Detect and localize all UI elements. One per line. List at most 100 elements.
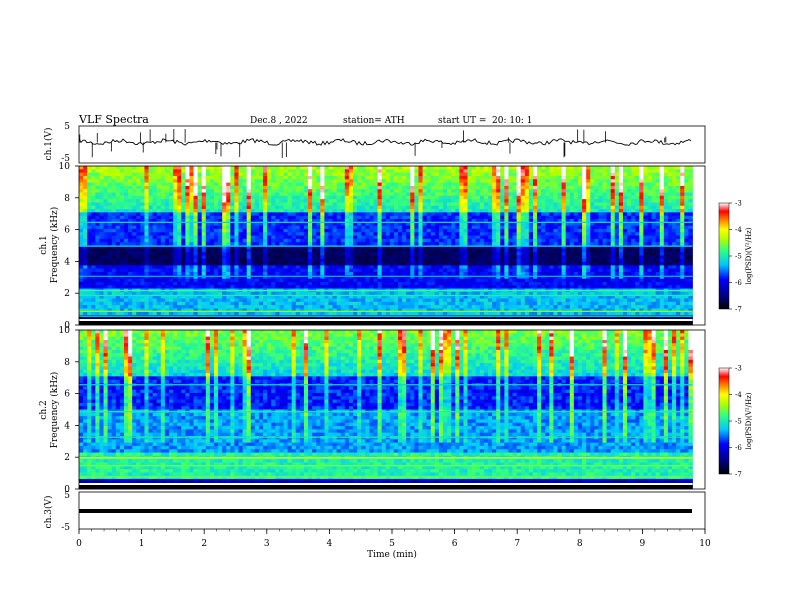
spectrogram-cell: [287, 205, 293, 210]
spectrogram-cell: [406, 232, 411, 236]
spectrogram-cell: [234, 235, 239, 240]
spectrogram-cell: [483, 242, 489, 246]
spectrogram-cell: [234, 166, 239, 170]
spectrogram-cell: [365, 258, 370, 263]
spectrogram-cell: [209, 219, 215, 223]
spectrogram-cell: [209, 255, 215, 260]
spectrogram-cell: [659, 228, 665, 233]
spectrogram-cell: [164, 258, 170, 263]
spectrogram-cell: [541, 228, 546, 233]
spectrogram-cell: [320, 195, 325, 200]
spectrogram-cell: [487, 232, 493, 236]
spectrogram-cell: [438, 219, 444, 223]
spectrogram-cell: [438, 192, 444, 197]
spectrogram-cell: [283, 225, 288, 230]
spectrogram-cell: [463, 248, 468, 253]
spectrogram-cell: [123, 219, 129, 223]
spectrogram-cell: [479, 182, 485, 187]
spectrogram-cell: [569, 199, 575, 203]
spectrogram-cell: [672, 215, 677, 220]
spectrogram-cell: [672, 179, 677, 183]
spectrogram-cell: [577, 225, 583, 230]
spectrogram-cell: [606, 202, 612, 207]
spectrogram-cell: [500, 228, 505, 233]
spectrogram-cell: [627, 268, 632, 273]
spectrogram-cell: [422, 252, 428, 256]
spectrogram-cell: [246, 195, 252, 200]
spectrogram-cell: [483, 255, 489, 260]
spectrogram-cell: [226, 225, 231, 230]
spectrogram-cell: [83, 185, 88, 190]
spectrogram-cell: [577, 252, 583, 256]
spectrogram-cell: [173, 192, 178, 197]
spectrogram-cell: [438, 202, 444, 207]
spectrogram-cell: [487, 209, 493, 213]
spectrogram-cell: [189, 182, 194, 187]
spectrogram-cell: [295, 195, 301, 200]
spectrogram-cell: [647, 199, 652, 203]
spectrogram-cell: [189, 228, 194, 233]
spectrogram-cell: [226, 189, 231, 193]
spectrogram-cell: [258, 179, 264, 183]
spectrogram-cell: [569, 195, 575, 200]
spectrogram-cell: [635, 212, 640, 217]
spectrogram-cell: [676, 232, 681, 236]
spectrogram-cell: [246, 232, 252, 236]
spectrogram-cell: [627, 179, 632, 183]
spectrogram-cell: [254, 219, 260, 223]
spectrogram-cell: [222, 235, 227, 240]
spectrogram-cell: [279, 258, 284, 263]
spectrogram-cell: [410, 262, 415, 266]
spectrogram-cell: [377, 219, 383, 223]
spectrogram-cell: [234, 245, 239, 250]
spectrogram-cell: [177, 252, 182, 256]
spectrogram-cell: [389, 169, 395, 174]
spectrogram-cell: [275, 179, 280, 183]
spectrogram-cell: [164, 265, 170, 270]
spectrogram-cell: [320, 242, 325, 246]
spectrogram-cell: [361, 205, 366, 210]
spectrogram-cell: [213, 182, 219, 187]
spectrogram-cell: [418, 232, 423, 236]
spectrogram-cell: [254, 225, 260, 230]
spectrogram-cell: [230, 248, 235, 253]
spectrogram-cell: [418, 195, 423, 200]
spectrogram-cell: [140, 166, 145, 170]
spectrogram-cell: [557, 242, 562, 246]
spectrogram-cell: [602, 219, 607, 223]
spectrogram-cell: [291, 235, 297, 240]
spectrogram-cell: [479, 262, 485, 266]
spectrogram-cell: [185, 199, 190, 203]
spectrogram-cell: [577, 212, 583, 217]
spectrogram-cell: [299, 212, 305, 217]
spectrogram-cell: [234, 172, 239, 177]
spectrogram-cell: [553, 268, 558, 273]
spectrogram-cell: [91, 205, 96, 210]
spectrogram-cell: [676, 212, 681, 217]
spectrogram-cell: [299, 169, 305, 174]
spectrogram-cell: [557, 262, 562, 266]
spectrogram-cell: [79, 272, 84, 276]
spectrogram-cell: [398, 182, 403, 187]
spectrogram-cell: [242, 189, 248, 193]
spectrogram-cell: [95, 235, 100, 240]
spectrogram-cell: [614, 242, 620, 246]
spectrogram-cell: [565, 166, 571, 170]
spectrogram-cell: [373, 265, 378, 270]
spectrogram-cell: [471, 238, 477, 243]
spectrogram-cell: [414, 225, 419, 230]
spectrogram-cell: [606, 179, 612, 183]
spectrogram-cell: [557, 222, 562, 227]
spectrogram-cell: [136, 185, 141, 190]
spectrogram-cell: [438, 248, 444, 253]
spectrogram-cell: [168, 272, 174, 276]
spectrogram-cell: [320, 166, 325, 170]
spectrogram-cell: [524, 219, 530, 223]
spectrogram-cell: [590, 182, 595, 187]
spectrogram-cell: [148, 268, 154, 273]
spectrogram-cell: [487, 228, 493, 233]
spectrogram-cell: [250, 228, 256, 233]
spectrogram-cell: [181, 205, 186, 210]
spectrogram-cell: [238, 262, 243, 266]
spectrogram-cell: [393, 268, 399, 273]
